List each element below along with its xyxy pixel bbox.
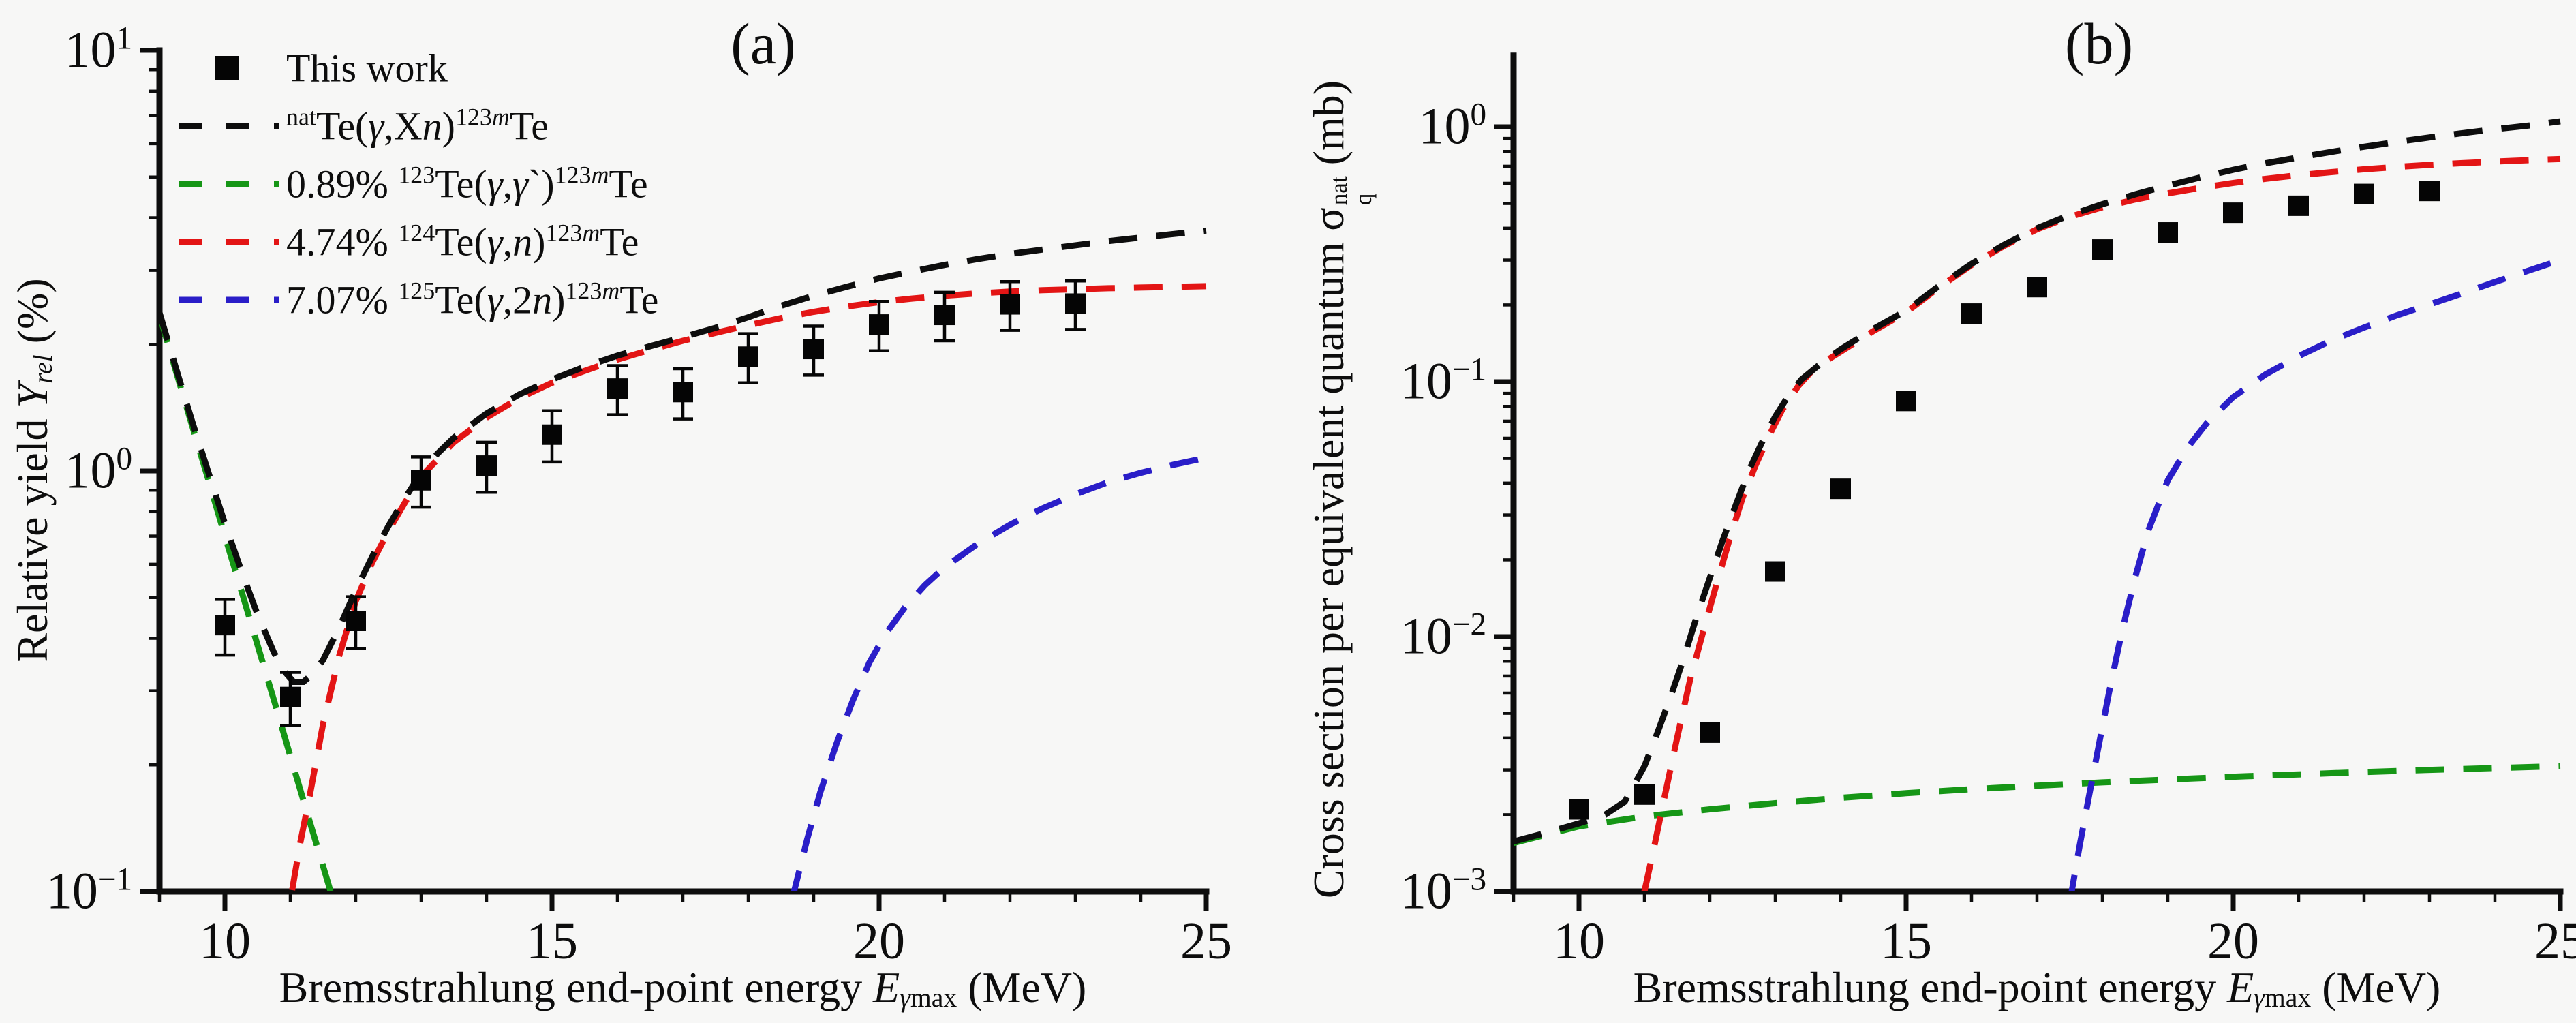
legend-square-marker — [215, 56, 239, 80]
data-point — [2288, 195, 2309, 216]
curve-blue — [2068, 257, 2562, 892]
data-point — [673, 367, 693, 421]
square-marker — [476, 455, 497, 476]
square-marker — [2223, 202, 2243, 224]
data-point — [1700, 722, 1720, 743]
curve-black — [159, 227, 1207, 685]
square-marker — [1634, 784, 1655, 805]
square-marker — [1830, 478, 1851, 500]
scatter-series — [1569, 181, 2440, 820]
data-point — [869, 300, 889, 353]
panel-a — [140, 47, 1210, 911]
scatter-series — [215, 279, 1086, 727]
square-marker — [346, 610, 366, 631]
square-marker — [2419, 181, 2440, 202]
square-marker — [1896, 391, 1916, 412]
data-point — [2158, 222, 2178, 243]
data-point — [1569, 799, 1589, 820]
square-marker — [1765, 561, 1785, 582]
legend — [179, 56, 279, 303]
square-marker — [738, 346, 758, 367]
square-marker — [1961, 303, 1982, 324]
data-point — [346, 595, 366, 650]
panel-b — [1494, 52, 2564, 911]
data-point — [934, 290, 955, 343]
data-point — [1961, 303, 1982, 324]
data-point — [738, 332, 758, 384]
curve-black — [1514, 118, 2561, 845]
square-marker — [1065, 293, 1086, 314]
data-point — [215, 598, 235, 657]
square-marker — [607, 378, 628, 399]
data-point — [1896, 391, 1916, 412]
square-marker — [1700, 722, 1720, 743]
square-marker — [2027, 277, 2047, 298]
square-marker — [934, 305, 955, 326]
square-marker — [215, 615, 235, 636]
data-point — [280, 671, 301, 727]
square-marker — [869, 314, 889, 335]
data-point — [2027, 277, 2047, 298]
curve-green — [1514, 763, 2561, 846]
square-marker — [1000, 294, 1020, 315]
data-point — [803, 324, 824, 377]
square-marker — [1569, 799, 1589, 820]
data-point — [607, 364, 628, 416]
data-point — [1634, 784, 1655, 805]
curve-blue — [791, 455, 1207, 891]
square-marker — [411, 470, 431, 491]
data-point — [476, 440, 497, 494]
square-marker — [2092, 239, 2113, 260]
data-point — [2354, 183, 2374, 204]
data-point — [411, 455, 431, 509]
data-point — [2419, 181, 2440, 202]
square-marker — [542, 424, 562, 445]
data-point — [1830, 478, 1851, 500]
data-point — [1065, 279, 1086, 331]
square-marker — [2158, 222, 2178, 243]
square-marker — [673, 382, 693, 403]
square-marker — [2288, 195, 2309, 216]
data-point — [1000, 279, 1020, 332]
data-point — [2092, 239, 2113, 260]
data-point — [1765, 561, 1785, 582]
square-marker — [803, 339, 824, 360]
curve-red — [288, 283, 1207, 891]
square-marker — [280, 686, 301, 707]
square-marker — [2354, 183, 2374, 204]
data-point — [2223, 202, 2243, 224]
data-point — [542, 409, 562, 464]
